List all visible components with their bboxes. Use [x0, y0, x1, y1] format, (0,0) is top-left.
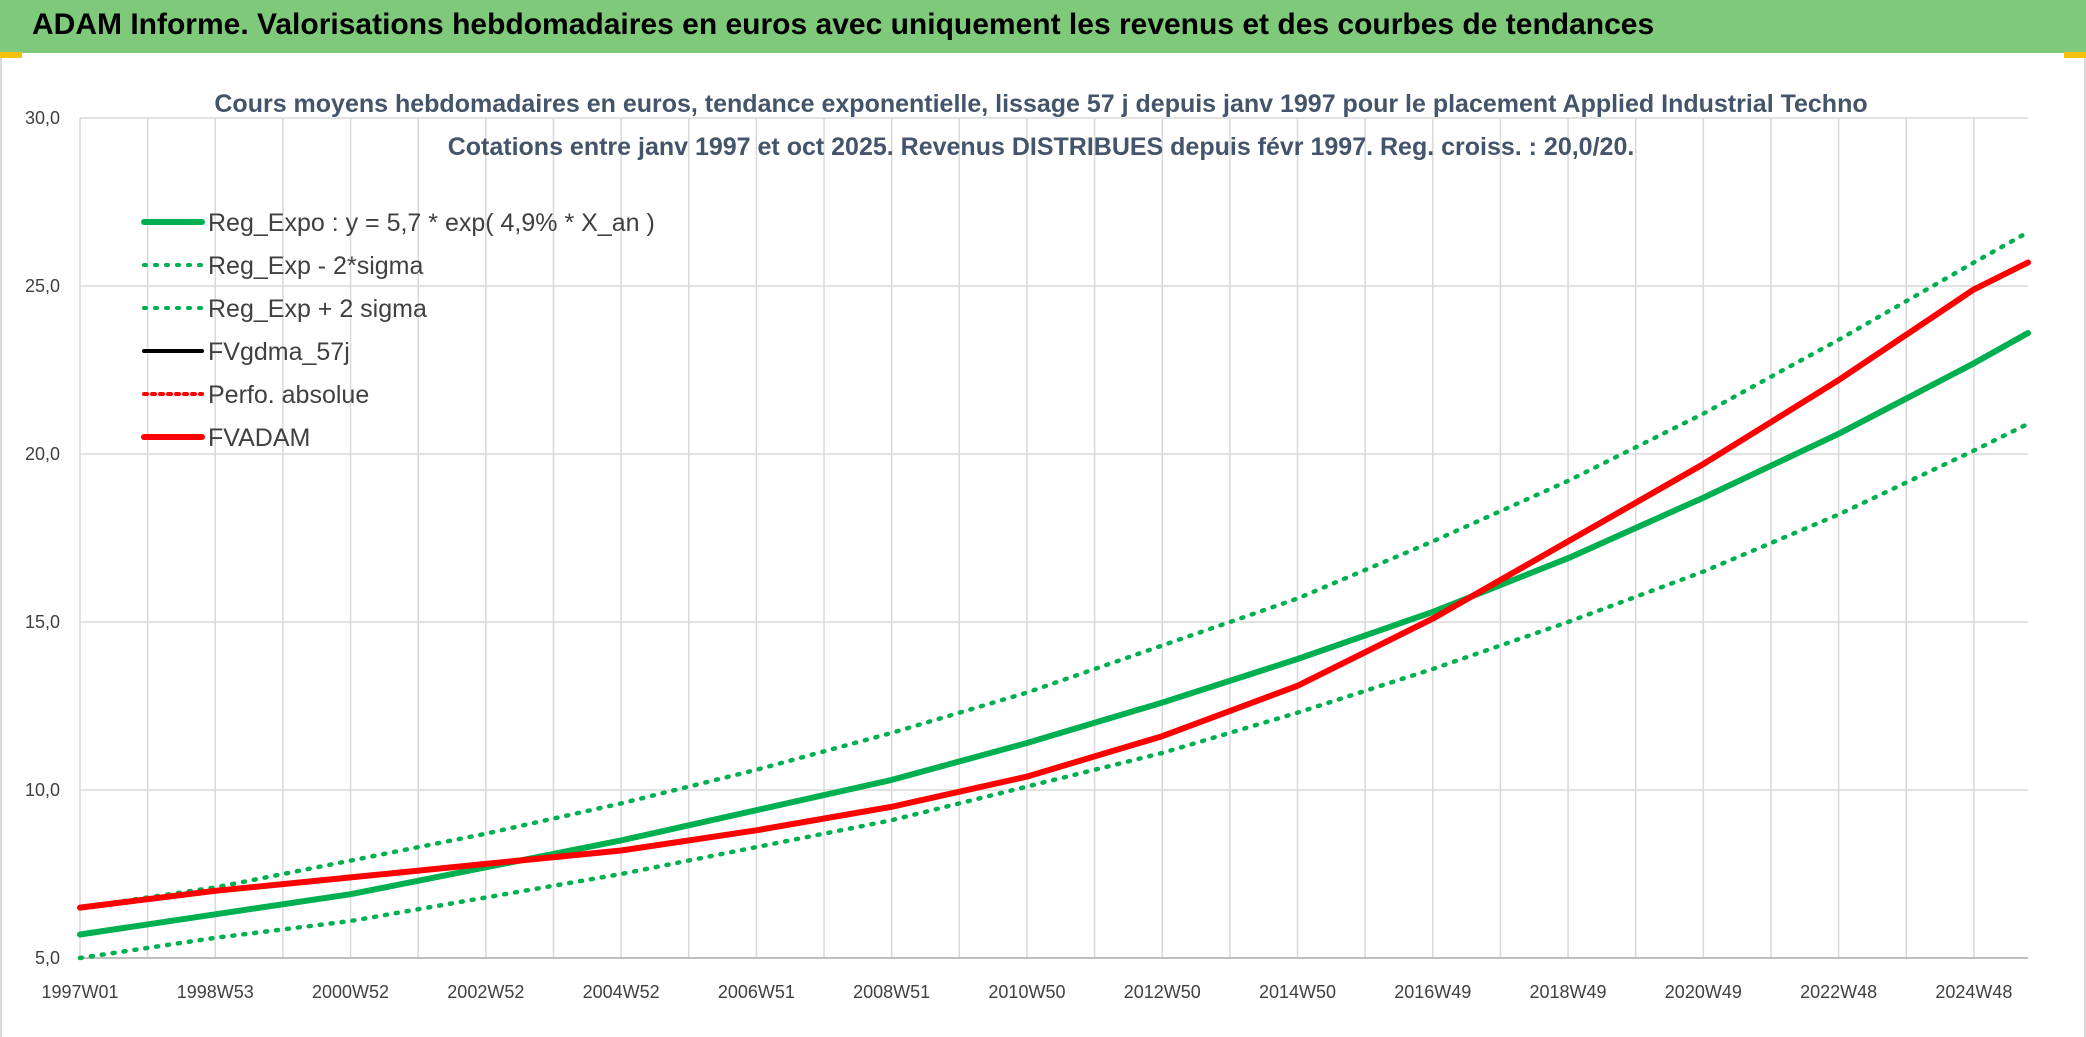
series-line-3 — [78, 261, 2030, 910]
axes: 5,0 10,0 15,0 20,0 25,0 30,0 1997W01 1998W53 200… — [25, 108, 2028, 1002]
legend-label-5: FVADAM — [208, 424, 310, 452]
legend-label-2: Reg_Exp + 2 sigma — [208, 295, 427, 323]
y-tick-label: 20,0 — [25, 444, 60, 464]
grid — [79, 117, 2028, 959]
x-tick-label: 2012W50 — [1124, 982, 1201, 1002]
y-tick-label: 15,0 — [25, 612, 60, 632]
x-tick-label: 2022W48 — [1800, 982, 1877, 1002]
x-tick-label: 2018W49 — [1530, 982, 1607, 1002]
page-title: ADAM Informe. Valorisations hebdomadaire… — [32, 8, 1655, 41]
x-tick-label: 2008W51 — [853, 982, 930, 1002]
chart-title: Cours moyens hebdomadaires en euros, ten… — [214, 90, 1867, 118]
x-tick-label: 2006W51 — [718, 982, 795, 1002]
series-lines — [77, 229, 2031, 961]
series-line-1 — [77, 421, 2031, 961]
legend-label-1: Reg_Exp - 2*sigma — [208, 252, 423, 280]
banner-accent-right — [2064, 52, 2086, 58]
banner-accent-left — [0, 52, 22, 58]
y-tick-label: 10,0 — [25, 780, 60, 800]
x-tick-label: 2010W50 — [988, 982, 1065, 1002]
x-tick-label: 2000W52 — [312, 982, 389, 1002]
x-tick-label: 2020W49 — [1665, 982, 1742, 1002]
y-tick-label: 30,0 — [25, 108, 60, 128]
y-tick-label: 25,0 — [25, 276, 60, 296]
series-line-2 — [77, 229, 2031, 910]
chart-frame — [0, 58, 2086, 1037]
chart-subtitle: Cotations entre janv 1997 et oct 2025. R… — [448, 133, 1635, 161]
x-tick-label: 2024W48 — [1935, 982, 2012, 1002]
legend-label-4: Perfo. absolue — [208, 381, 369, 409]
series-line-0 — [77, 330, 2031, 938]
x-tick-label: 1997W01 — [41, 982, 118, 1002]
series-line-5 — [77, 259, 2031, 911]
legend-label-0: Reg_Expo : y = 5,7 * exp( 4,9% * X_an ) — [208, 209, 655, 237]
x-tick-label: 2002W52 — [447, 982, 524, 1002]
x-tick-label: 2014W50 — [1259, 982, 1336, 1002]
x-tick-label: 2004W52 — [583, 982, 660, 1002]
header-banner: ADAM Informe. Valorisations hebdomadaire… — [0, 0, 2086, 56]
x-tick-label: 2016W49 — [1394, 982, 1471, 1002]
series-line-4 — [78, 261, 2030, 910]
x-tick-label: 1998W53 — [177, 982, 254, 1002]
y-tick-label: 5,0 — [35, 948, 60, 968]
legend-label-3: FVgdma_57j — [208, 338, 350, 366]
legend: Reg_Expo : y = 5,7 * exp( 4,9% * X_an ) R… — [141, 209, 655, 452]
